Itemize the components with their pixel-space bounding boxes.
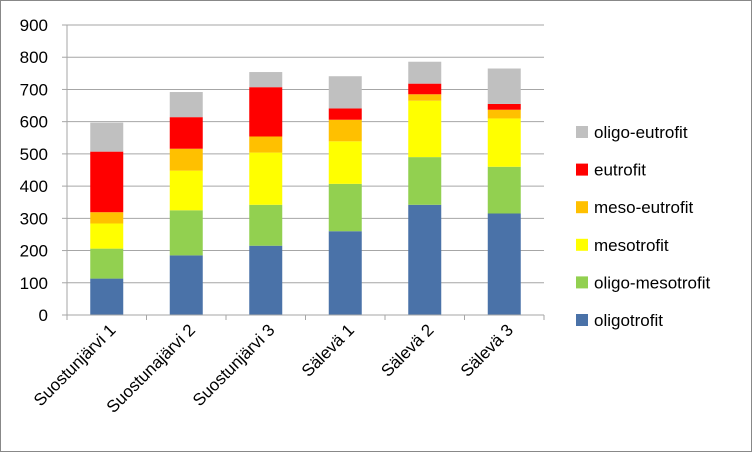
bar-segment-oligo-mesotrofit	[249, 204, 283, 246]
legend-label: oligotrofit	[594, 311, 663, 330]
bar-segment-oligo-eutrofit	[169, 92, 203, 118]
legend-label: meso-eutrofit	[594, 198, 693, 217]
legend-swatch-mesotrofit	[576, 238, 588, 251]
y-tick-label: 800	[20, 48, 48, 67]
y-tick-label: 600	[20, 113, 48, 132]
x-tick-label: Sälevä 2	[377, 320, 437, 380]
bar-segment-mesotrofit	[90, 223, 124, 249]
legend-label: eutrofit	[594, 161, 646, 180]
bar-segment-oligo-eutrofit	[90, 122, 124, 152]
legend-swatch-oligotrofit	[576, 314, 588, 326]
bar-segment-mesotrofit	[249, 152, 283, 205]
bars	[90, 61, 521, 315]
bar-segment-mesotrofit	[328, 141, 362, 184]
legend-swatch-oligo-mesotrofit	[576, 276, 588, 289]
bar-segment-oligo-mesotrofit	[487, 166, 521, 214]
bar-segment-eutrofit	[249, 87, 283, 137]
legend-label: oligo-mesotrofit	[594, 273, 710, 292]
bar-segment-meso-eutrofit	[169, 148, 203, 171]
legend-swatch-oligo-eutrofit	[576, 126, 588, 138]
bar-segment-meso-eutrofit	[408, 94, 442, 101]
y-tick-label: 900	[20, 16, 48, 35]
legend: oligo-eutrofit eutrofit meso-eutrofit mesot…	[576, 123, 710, 330]
bar-segment-oligo-eutrofit	[249, 72, 283, 88]
bar-segment-oligo-eutrofit	[328, 76, 362, 109]
bar-segment-eutrofit	[90, 151, 124, 213]
bar-segment-eutrofit	[328, 108, 362, 120]
y-tick-labels: 0 100 200 300 400 500 600 700 800 900	[20, 16, 48, 325]
gridlines	[67, 24, 544, 284]
y-tick-label: 100	[20, 274, 48, 293]
bar-segment-oligo-eutrofit	[408, 61, 442, 84]
bar-segment-eutrofit	[408, 83, 442, 95]
bar-segment-mesotrofit	[169, 170, 203, 211]
bar-segment-oligotrofit	[249, 245, 283, 315]
axes	[62, 24, 545, 320]
bar-segment-oligotrofit	[487, 213, 521, 315]
bar-segment-oligo-mesotrofit	[328, 183, 362, 232]
legend-swatch-eutrofit	[576, 163, 588, 176]
y-tick-label: 400	[20, 177, 48, 196]
y-tick-label: 0	[39, 306, 48, 325]
legend-label: oligo-eutrofit	[594, 123, 688, 142]
bar-segment-meso-eutrofit	[249, 136, 283, 153]
bar-segment-oligotrofit	[90, 278, 124, 315]
y-tick-label: 200	[20, 242, 48, 261]
bar-segment-oligo-mesotrofit	[90, 248, 124, 279]
bar-segment-oligo-eutrofit	[487, 68, 521, 104]
bar-segment-oligo-mesotrofit	[169, 210, 203, 256]
y-tick-label: 700	[20, 80, 48, 99]
bar-segment-eutrofit	[169, 117, 203, 149]
bar-segment-mesotrofit	[408, 100, 442, 158]
y-tick-label: 500	[20, 145, 48, 164]
bar-segment-mesotrofit	[487, 118, 521, 167]
bar-segment-oligotrofit	[408, 204, 442, 315]
x-tick-label: Suostunjärvi 3	[189, 320, 279, 410]
bar-segment-oligotrofit	[328, 231, 362, 315]
legend-label: mesotrofit	[594, 236, 669, 255]
legend-swatch-meso-eutrofit	[576, 201, 588, 214]
x-tick-label: Sälevä 3	[457, 320, 517, 380]
bar-segment-oligotrofit	[169, 255, 203, 315]
x-tick-label: Suostunjärvi 1	[30, 320, 120, 410]
bar-segment-meso-eutrofit	[90, 212, 124, 224]
bar-segment-eutrofit	[487, 103, 521, 110]
bar-segment-meso-eutrofit	[487, 109, 521, 119]
y-tick-label: 300	[20, 209, 48, 228]
bar-segment-oligo-mesotrofit	[408, 157, 442, 205]
x-tick-label: Sälevä 1	[298, 320, 358, 380]
bar-segment-meso-eutrofit	[328, 119, 362, 142]
